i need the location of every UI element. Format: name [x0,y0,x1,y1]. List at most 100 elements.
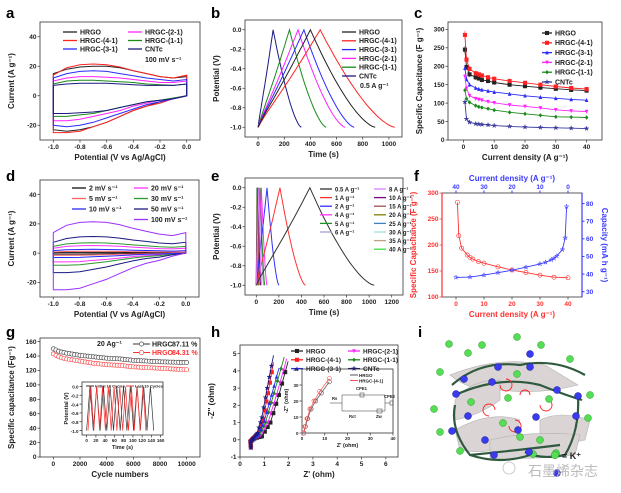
x-tick-label: -0.4 [128,144,140,151]
data-point [302,424,308,429]
y-tick-label: 20 [29,440,37,447]
data-point [262,418,267,423]
panel-label-d: d [6,168,15,185]
x-tick-label: 8000 [153,461,168,468]
x-tick-label: 80 [121,438,127,443]
data-point [584,109,589,114]
cv-loop-cntc [52,82,188,114]
data-point [486,106,490,111]
retention-value: 84.31 % [172,350,198,357]
y-tick-label: 140 [26,353,37,360]
data-point [271,401,276,406]
right-y-tick-label: 40 [586,271,594,278]
legend-label: HRGC-(2-1) [555,60,593,67]
data-point [562,234,569,241]
x-tick-label: 5 [360,461,364,468]
x-tick-label: 1200 [384,299,399,306]
data-point [467,93,472,98]
zw-symbol [376,408,383,414]
y-tick-label: -0.4 [230,224,242,231]
y-tick-label: 0.0 [232,185,241,192]
right-y-tick-label: 70 [586,218,594,225]
data-point [538,82,543,87]
data-point [470,256,476,262]
data-point [479,77,484,82]
y-tick-label: 0.0 [72,385,79,390]
y-tick-label: 40 [29,192,37,199]
legend-label: HRGC-(1-1) [363,357,398,364]
x-axis-label: Time (s) [112,445,133,451]
data-point [543,78,551,85]
legend-label: CNTc [145,46,163,53]
data-point [467,100,472,105]
data-point [536,260,544,267]
data-point [584,97,589,102]
data-point [521,123,529,130]
data-point [262,394,269,401]
data-point [467,255,473,260]
data-point [486,88,490,93]
rct-label: Rct [349,414,356,419]
y-axis-label: Current (A g⁻¹) [7,53,16,109]
data-point [492,107,496,113]
y-tick-label: -20 [27,280,37,287]
data-point [464,252,470,258]
data-point [545,60,549,65]
x-axis-label: Current density (A g⁻¹) [469,310,555,319]
data-point [318,390,324,396]
legend-label: 30 A g⁻¹ [389,229,412,236]
y-tick-label: -1 [231,454,237,461]
gcd-curve [257,29,302,128]
legend-label: 35 A g⁻¹ [389,238,412,245]
x-tick-label: 10 [322,436,328,441]
data-point [568,124,575,131]
capacity-curve [455,206,568,278]
x-tick-label: 400 [305,141,316,148]
data-point [550,255,558,262]
y-tick-label: 5 [233,351,237,358]
data-point [274,393,279,398]
legend-label: 30 mV s⁻¹ [151,196,184,203]
legend-label: 50 mV s⁻¹ [151,206,184,213]
legend-label: CNTc [555,79,573,86]
data-point [481,260,487,266]
legend-label: HRGC-(4-1) [306,357,341,364]
right-y-tick-label: 50 [586,254,594,261]
x-tick-label: 400 [296,299,307,306]
x-tick-label: 10 [480,301,488,308]
electrolyte-ions [448,350,582,477]
legend-label: 5 A g⁻¹ [335,221,354,228]
x-tick-label: 3 [311,461,315,468]
data-point [260,422,265,427]
data-point [464,86,469,91]
capacitance-curve [456,202,569,279]
plot-frame [39,337,201,458]
y-tick-label: 40 [29,34,37,41]
y-tick-label: -0.6 [230,85,242,92]
data-point [301,430,306,436]
y-axis-label: Potential (V) [64,392,70,424]
y-tick-label: -20 [27,122,37,129]
cv-loop-100-mv-s- [52,221,187,291]
y-tick-label: 250 [434,45,445,52]
x-tick-label: 1000 [362,299,377,306]
data-point [452,274,460,281]
panel-g-cycling-stability: g0 2000 4000 6000 8000 1000002040608010012014… [6,324,201,479]
data-point [544,40,550,45]
y-tick-label: 150 [428,268,439,275]
x-tick-label: 6 [384,461,388,468]
y-tick-label: 3 [233,385,237,392]
carbon-nanotubes [451,361,586,462]
gcd-curve [257,28,355,128]
y-tick-label: 80 [29,397,37,404]
inset-legend-label: Initial 10 Cycles [95,384,126,389]
y-tick-label: -0.6 [71,411,79,416]
data-point [537,124,544,131]
data-point [272,383,276,388]
legend-label: HRGC-(3-1) [306,366,341,373]
data-point [507,103,512,108]
inset-legend-label: HRGO [359,373,373,378]
data-point [266,420,270,425]
data-point [456,233,462,239]
